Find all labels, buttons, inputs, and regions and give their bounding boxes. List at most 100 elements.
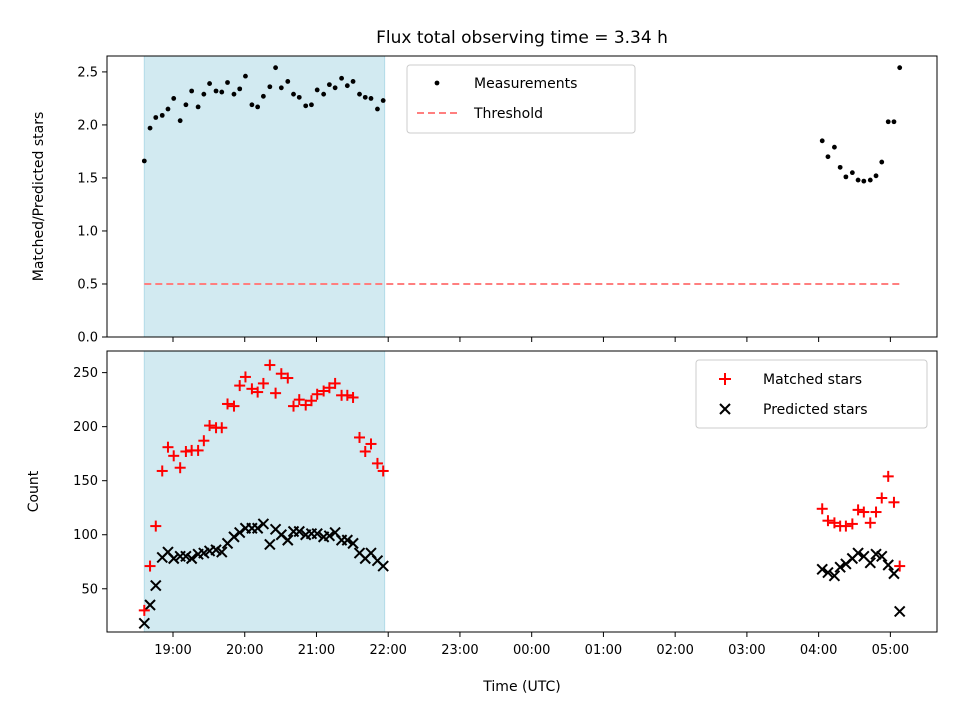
measurement-point (159, 112, 165, 118)
predicted-star-point (216, 546, 228, 558)
matched-star-point (365, 438, 377, 450)
count-legend-box (695, 359, 928, 429)
y-tick-label: 2.0 (77, 118, 98, 133)
y-tick-label: 1.0 (77, 224, 98, 239)
measurement-point (260, 93, 266, 99)
measurement-point (303, 103, 309, 109)
measurement-point (225, 80, 230, 85)
measurement-point (867, 177, 873, 183)
matched-star-point (354, 431, 366, 443)
x-tick-label: 22:00 (369, 643, 406, 658)
y-tick-label: 250 (73, 366, 98, 381)
count-panel: 50 100 150 200 250 19:00 20:00 21:00 22:00 23:00… (26, 350, 938, 695)
measurement-point (891, 119, 897, 125)
x-tick-label: 21:00 (298, 643, 335, 658)
predicted-star-point (876, 550, 888, 563)
shaded-observing-span (143, 55, 386, 338)
ratio-panel-frame (106, 55, 938, 338)
measurement-point (249, 102, 255, 108)
matched-star-point (858, 506, 870, 518)
ratio-panel-y-axis-label: Matched/Predicted stars (31, 112, 47, 282)
predicted-star-point (257, 518, 270, 530)
matched-star-point (377, 465, 389, 477)
measurement-point (897, 65, 903, 71)
measurement-point (344, 83, 350, 89)
legend-matched-label: Matched stars (763, 372, 862, 388)
matched-star-point (359, 446, 371, 458)
measurement-point (278, 85, 284, 91)
predicted-star-point (816, 563, 828, 576)
matched-star-point (347, 391, 359, 403)
measurement-point (837, 164, 843, 170)
y-tick-label: 2.5 (77, 65, 98, 80)
predicted-star-point (828, 570, 841, 582)
matched-star-point (341, 389, 353, 401)
matched-star-point (180, 446, 192, 458)
predicted-star-point (864, 557, 876, 569)
measurement-point (855, 177, 861, 183)
predicted-star-point (882, 559, 894, 571)
measurement-point (177, 118, 183, 124)
matched-star-point (864, 517, 876, 529)
measurement-point (879, 159, 885, 165)
matched-star-point (329, 377, 341, 389)
predicted-star-point (144, 599, 156, 611)
matched-star-point (288, 400, 300, 412)
measurement-point (832, 144, 837, 150)
predicted-star-point (311, 527, 323, 540)
matched-star-point (371, 457, 383, 469)
legend-matched-marker (719, 373, 731, 385)
matched-star-point (282, 372, 294, 384)
predicted-star-point (852, 547, 864, 559)
matched-star-point (162, 441, 174, 453)
measurement-point (231, 91, 237, 97)
measurement-point (309, 102, 314, 108)
measurement-point (237, 86, 243, 92)
shaded-observing-span (143, 350, 386, 633)
count-panel-x-ticks: 19:00 20:00 21:00 22:00 23:00 00:00 01:00 02:00… (154, 632, 909, 658)
x-tick-label: 05:00 (872, 643, 909, 658)
ratio-panel: 0.0 0.5 1.0 1.5 2.0 2.5 Matched/Predicted sta… (31, 55, 938, 346)
matched-star-point (318, 385, 330, 397)
predicted-star-point (377, 560, 389, 572)
measurement-point (375, 106, 380, 112)
measurement-point (368, 96, 374, 101)
measurement-point (243, 73, 248, 79)
predicted-star-point (341, 534, 354, 546)
measurement-point (825, 154, 831, 160)
matched-star-point (264, 359, 276, 371)
measurement-point (195, 104, 201, 110)
predicted-star-point (150, 579, 162, 592)
matched-star-point (305, 395, 317, 407)
matched-star-point (174, 462, 186, 474)
legend-predicted-marker (719, 403, 731, 415)
predicted-star-point (888, 567, 900, 580)
measurement-point (873, 173, 879, 179)
matched-star-point (846, 518, 858, 530)
predicted-star-point (323, 530, 336, 542)
measurement-point (339, 75, 344, 81)
measurement-point (861, 178, 867, 184)
measurement-point (165, 106, 171, 112)
measurement-point (189, 88, 195, 94)
matched-star-point (239, 371, 251, 383)
matched-star-point (246, 383, 258, 395)
predicted-star-point (282, 534, 294, 546)
predicted-star-point (347, 537, 359, 550)
legend-measurements-label: Measurements (474, 76, 577, 92)
measurement-point (285, 79, 291, 84)
matched-star-point (168, 450, 180, 462)
measurement-point (153, 115, 159, 120)
measurement-point (291, 91, 296, 97)
predicted-star-point (251, 522, 264, 534)
matched-star-point (222, 398, 234, 410)
predicted-star-points (138, 518, 906, 630)
predicted-star-point (228, 531, 240, 543)
count-panel-y-ticks: 50 100 150 200 250 (73, 366, 107, 597)
x-tick-label: 23:00 (441, 643, 478, 658)
measurement-point (357, 91, 362, 97)
measurement-point (296, 94, 302, 100)
predicted-star-point (822, 566, 834, 579)
measurement-point (314, 87, 320, 93)
